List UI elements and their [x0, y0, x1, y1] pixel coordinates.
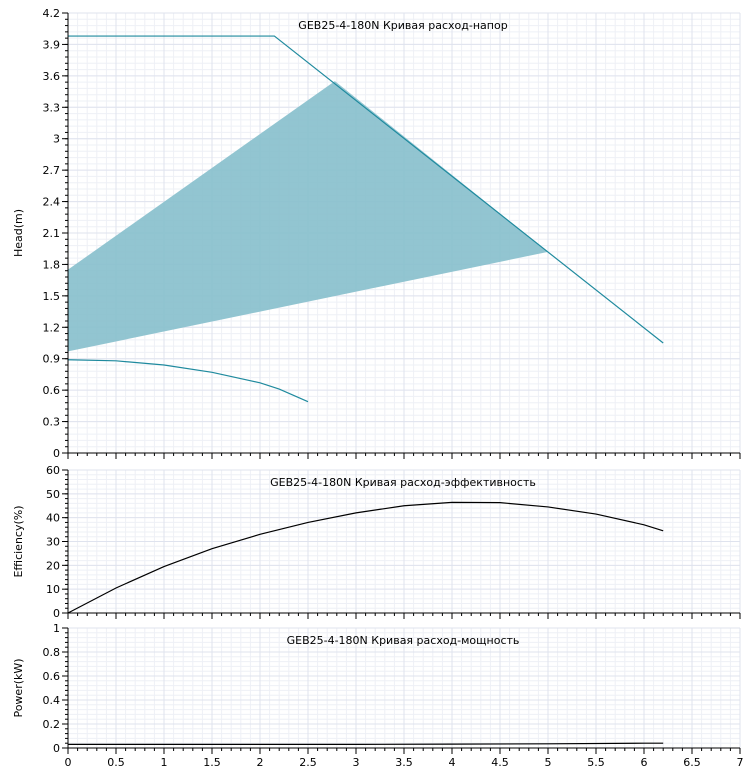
chart-head: 0 0.3 0.6 0.9 1.2 1.5 1.8 2.1 2.4 2.7 3 3.3 3.6 3.9 4.…	[12, 7, 741, 460]
y-tick-label: 60	[46, 464, 60, 477]
y-tick-label: 0.9	[43, 353, 61, 366]
x-tick-label: 1.5	[203, 756, 221, 769]
chart-title: GEB25-4-180N Кривая расход-мощность	[287, 634, 520, 647]
x-tick-label: 5.5	[587, 756, 605, 769]
y-axis-label: Head(m)	[12, 209, 25, 257]
x-tick-label: 7	[737, 756, 744, 769]
y-tick-label: 3.9	[43, 38, 61, 51]
y-axis-label: Efficiency(%)	[12, 505, 25, 577]
y-tick-label: 0	[53, 607, 60, 620]
series-line-0	[67, 501, 664, 614]
y-tick-label: 1.8	[43, 258, 61, 271]
y-tick-label: 30	[46, 536, 60, 549]
x-tick-label: 4.5	[491, 756, 509, 769]
x-tick-label: 2.5	[299, 756, 317, 769]
y-tick-label: 2.4	[43, 196, 61, 209]
y-tick-label: 0.2	[43, 718, 61, 731]
y-tick-label: 3	[53, 133, 60, 146]
series-line-0	[68, 35, 664, 344]
x-tick-label: 0.5	[107, 756, 125, 769]
x-tick-label: 6	[641, 756, 648, 769]
y-tick-label: 20	[46, 559, 60, 572]
x-tick-label: 2	[257, 756, 264, 769]
series-line-1	[67, 359, 309, 403]
operating-region	[68, 81, 548, 352]
series-line-0	[68, 742, 664, 745]
y-tick-label: 1.2	[43, 321, 61, 334]
y-tick-label: 0	[53, 447, 60, 460]
x-tick-label: 0	[65, 756, 72, 769]
y-tick-label: 2.7	[43, 164, 61, 177]
y-tick-label: 0.6	[43, 384, 61, 397]
y-tick-label: 10	[46, 583, 60, 596]
x-tick-label: 3.5	[395, 756, 413, 769]
chart-power: 0 0.2 0.4 0.6 0.8 1 0 0.5 1 1.5 2 2.5 3 3.5 4 4.5 5 5.5 6 6…	[12, 622, 744, 769]
y-tick-label: 1.5	[43, 290, 61, 303]
y-tick-label: 2.1	[43, 227, 61, 240]
x-tick-label: 6.5	[683, 756, 701, 769]
x-tick-label: 1	[161, 756, 168, 769]
x-tick-label: 4	[449, 756, 456, 769]
y-tick-label: 1	[53, 622, 60, 635]
chart-title: GEB25-4-180N Кривая расход-эффективность	[270, 476, 536, 489]
y-tick-label: 4.2	[43, 7, 61, 20]
y-tick-label: 0.8	[43, 646, 61, 659]
y-tick-label: 40	[46, 512, 60, 525]
y-tick-label: 0.4	[43, 694, 61, 707]
y-tick-label: 3.3	[43, 101, 61, 114]
x-tick-label: 5	[545, 756, 552, 769]
chart-title: GEB25-4-180N Кривая расход-напор	[298, 19, 507, 32]
y-tick-label: 3.6	[43, 70, 61, 83]
y-axis-label: Power(kW)	[12, 658, 25, 717]
y-tick-label: 0	[53, 742, 60, 755]
y-tick-label: 0.6	[43, 670, 61, 683]
chart-efficiency: 0 10 20 30 40 50 60 GEB25-4-180N Кривая расход-…	[12, 464, 741, 620]
x-tick-label: 3	[353, 756, 360, 769]
y-tick-label: 50	[46, 488, 60, 501]
y-tick-label: 0.3	[43, 416, 61, 429]
